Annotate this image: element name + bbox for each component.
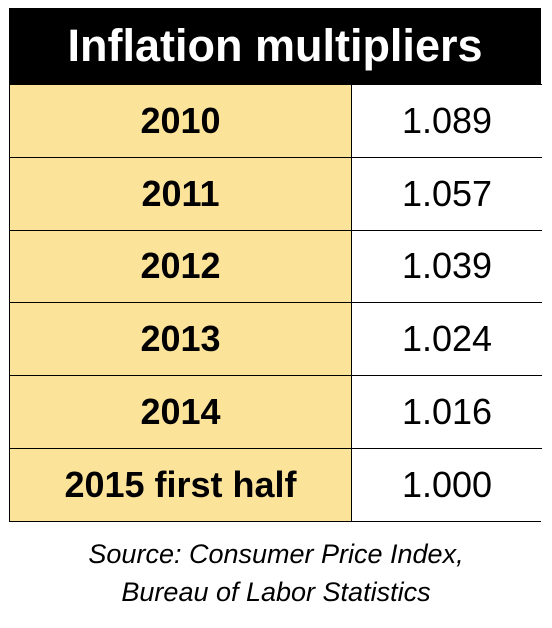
year-cell: 2010	[10, 84, 352, 157]
multiplier-cell: 1.089	[352, 84, 542, 157]
source-line-1: Source: Consumer Price Index,	[88, 539, 464, 569]
multiplier-cell: 1.039	[352, 229, 542, 303]
multiplier-cell: 1.016	[352, 375, 542, 448]
multiplier-cell: 1.024	[352, 302, 542, 376]
year-cell: 2011	[10, 156, 352, 230]
table-title: Inflation multipliers	[9, 8, 541, 84]
year-cell: 2013	[10, 302, 352, 376]
source-note: Source: Consumer Price Index, Bureau of …	[0, 535, 552, 611]
table-body: 2010 1.089 2011 1.057 2012 1.039 2013 1.…	[9, 84, 542, 522]
year-cell: 2015 first half	[10, 447, 352, 521]
source-line-2: Bureau of Labor Statistics	[121, 577, 431, 607]
inflation-table: Inflation multipliers 2010 1.089 2011 1.…	[9, 8, 542, 522]
year-cell: 2014	[10, 375, 352, 448]
multiplier-cell: 1.000	[352, 447, 542, 521]
year-cell: 2012	[10, 229, 352, 303]
multiplier-cell: 1.057	[352, 156, 542, 230]
